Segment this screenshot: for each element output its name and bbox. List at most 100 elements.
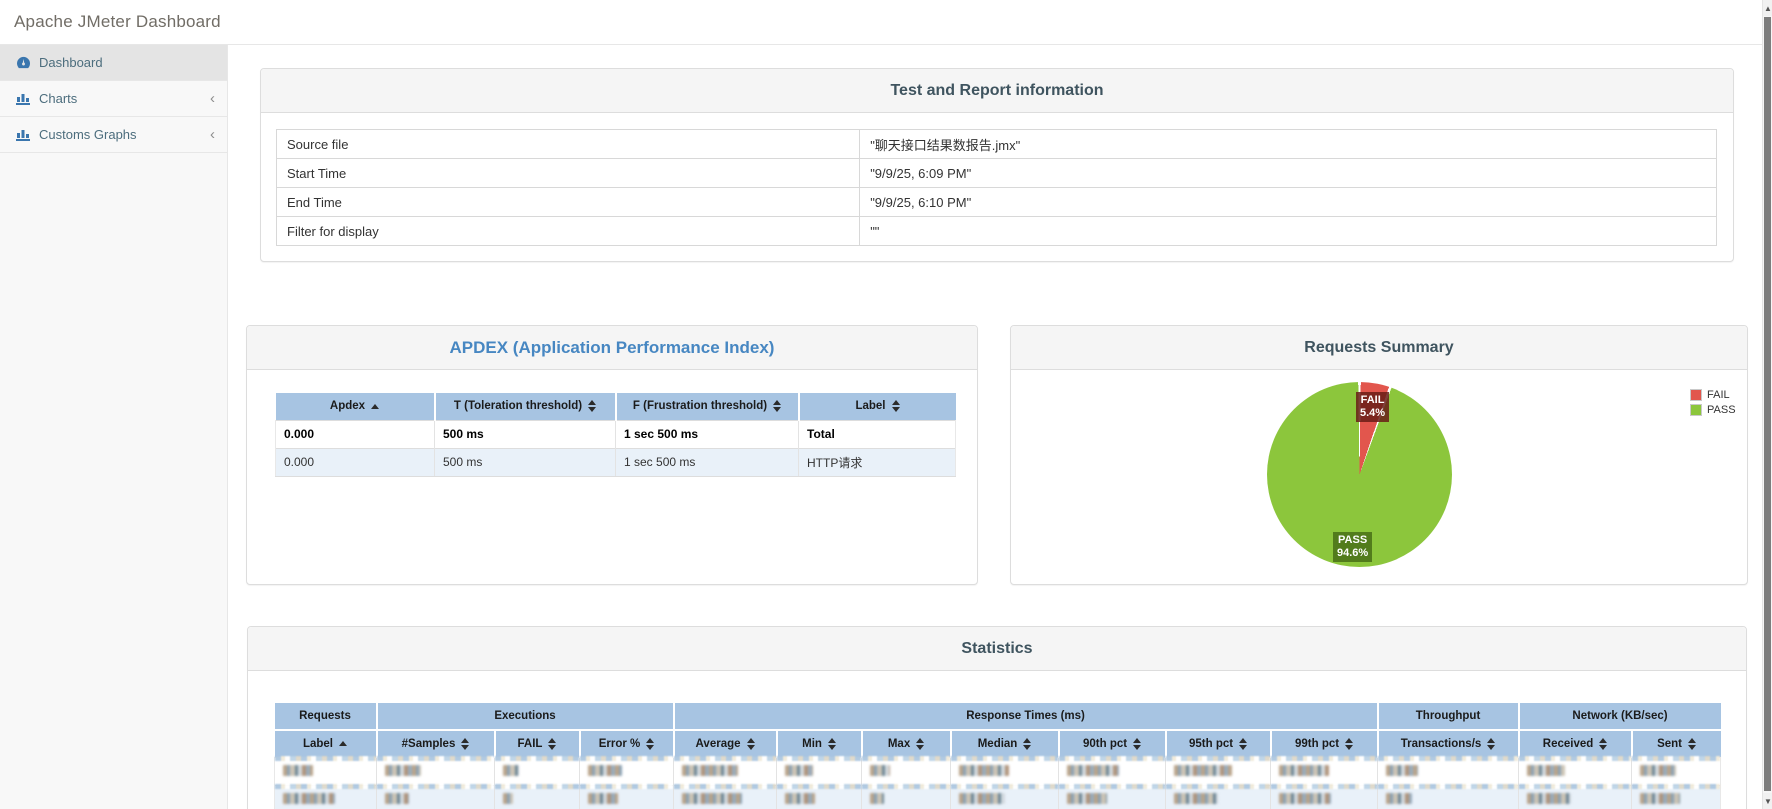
info-label: Filter for display [275,216,861,246]
info-value: "9/9/25, 6:09 PM" [859,158,1717,188]
column-header-apdex[interactable]: Apdex [275,393,435,420]
cell-frustration: 1 sec 500 ms [615,447,799,477]
panel-heading: APDEX (Application Performance Index) [247,326,977,370]
scroll-down-arrow[interactable]: ▼ [1763,793,1772,809]
panel-title: Statistics [961,639,1033,657]
scrollbar-thumb[interactable] [1764,17,1771,791]
legend-item-pass: PASS [1690,404,1736,416]
redacted-cell [274,784,377,809]
apdex-table: Apdex T (Toleration threshold) F (Frustr… [275,393,956,477]
column-header-max[interactable]: Max [860,729,951,757]
requests-summary-panel: Requests Summary FAIL 5.4% PASS 94.6% FAIL [1010,325,1748,585]
group-header-executions: Executions [375,703,674,730]
pie-slice-label-fail: FAIL 5.4% [1356,392,1390,422]
info-value: "" [859,216,1717,246]
column-header-label[interactable]: Label [797,393,956,420]
cell-apdex: 0.000 [275,419,435,448]
redacted-cell [1270,784,1378,809]
chevron-left-icon[interactable]: ‹ [210,126,215,143]
chevron-left-icon[interactable]: ‹ [210,90,215,107]
column-header-99th-pct[interactable]: 99th pct [1269,729,1378,757]
redacted-cell [1631,784,1722,809]
panel-title: APDEX (Application Performance Index) [449,337,775,357]
redacted-cell [494,756,580,785]
panel-heading: Requests Summary [1011,326,1747,370]
sort-icon [916,737,925,750]
column-header-label[interactable]: Label [274,729,377,757]
scroll-up-arrow[interactable]: ▲ [1763,0,1772,16]
main-content: Test and Report information Source file … [228,45,1772,809]
bar-chart-icon [14,92,32,105]
table-row-total: 0.000 500 ms 1 sec 500 ms Total [275,419,956,448]
statistics-panel: Statistics Requests Executions Respon [247,626,1747,809]
sort-asc-icon [371,403,380,409]
cell-label: Total [798,419,956,448]
redacted-cell [1631,756,1722,785]
redacted-cell [1518,784,1632,809]
group-header-requests: Requests [274,703,377,730]
redacted-cell [1165,784,1271,809]
apdex-panel: APDEX (Application Performance Index) Ap… [246,325,978,585]
redacted-cell [1377,784,1519,809]
sort-icon [461,737,470,750]
column-header-fail[interactable]: FAIL [493,729,580,757]
group-header-response-times: Response Times (ms) [672,703,1378,730]
column-header-samples[interactable]: #Samples [375,729,495,757]
table-row: Start Time "9/9/25, 6:09 PM" [275,158,1717,188]
column-header-sent[interactable]: Sent [1630,729,1721,757]
sidebar-item-charts[interactable]: Charts ‹ [0,81,227,117]
column-header-error-pct[interactable]: Error % [578,729,674,757]
sort-icon [1345,737,1354,750]
sidebar-item-label: Dashboard [39,55,103,70]
redacted-cell [1270,756,1378,785]
column-header-median[interactable]: Median [949,729,1059,757]
sort-icon [827,737,836,750]
panel-heading: Test and Report information [261,69,1733,113]
test-report-info-panel: Test and Report information Source file … [260,68,1734,262]
redacted-cell [1058,784,1166,809]
vertical-scrollbar[interactable]: ▲ ▼ [1762,0,1772,809]
dashboard-icon [14,56,32,69]
panel-title: Test and Report information [890,81,1104,99]
redacted-cell [1518,756,1632,785]
column-header-frustration[interactable]: F (Frustration threshold) [614,393,799,420]
column-header-95th-pct[interactable]: 95th pct [1164,729,1271,757]
redacted-cell [776,784,862,809]
column-header-average[interactable]: Average [672,729,777,757]
column-header-min[interactable]: Min [775,729,862,757]
redacted-cell [1058,756,1166,785]
redacted-cell [1377,756,1519,785]
info-value: "9/9/25, 6:10 PM" [859,187,1717,217]
redacted-cell [673,784,777,809]
sidebar: Dashboard Charts ‹ Customs Graphs ‹ [0,45,228,809]
panel-title: Requests Summary [1304,338,1454,356]
sidebar-item-dashboard[interactable]: Dashboard [0,45,227,81]
info-label: Source file [275,129,861,159]
sort-icon [1487,737,1496,750]
bar-chart-icon [14,128,32,141]
redacted-cell [274,756,377,785]
sidebar-item-customs-graphs[interactable]: Customs Graphs ‹ [0,117,227,153]
group-header-network: Network (KB/sec) [1517,703,1721,730]
redacted-cell [376,756,495,785]
column-header-received[interactable]: Received [1517,729,1632,757]
table-row: Filter for display "" [275,216,1717,246]
column-header-transactions[interactable]: Transactions/s [1376,729,1519,757]
pie-legend: FAIL PASS [1690,389,1736,419]
table-row-redacted [274,784,1722,809]
info-label: End Time [275,187,861,217]
sidebar-item-label: Charts [39,91,78,106]
group-header-throughput: Throughput [1376,703,1519,730]
sort-icon [1599,737,1608,750]
cell-toleration: 500 ms [434,419,616,448]
column-header-90th-pct[interactable]: 90th pct [1057,729,1166,757]
cell-apdex: 0.000 [275,447,435,477]
column-header-toleration[interactable]: T (Toleration threshold) [433,393,616,420]
sort-icon [1687,737,1696,750]
redacted-cell [1165,756,1271,785]
cell-label: HTTP请求 [798,447,956,477]
redacted-cell [578,756,674,785]
sort-icon [646,737,655,750]
cell-frustration: 1 sec 500 ms [615,419,799,448]
redacted-cell [861,784,951,809]
